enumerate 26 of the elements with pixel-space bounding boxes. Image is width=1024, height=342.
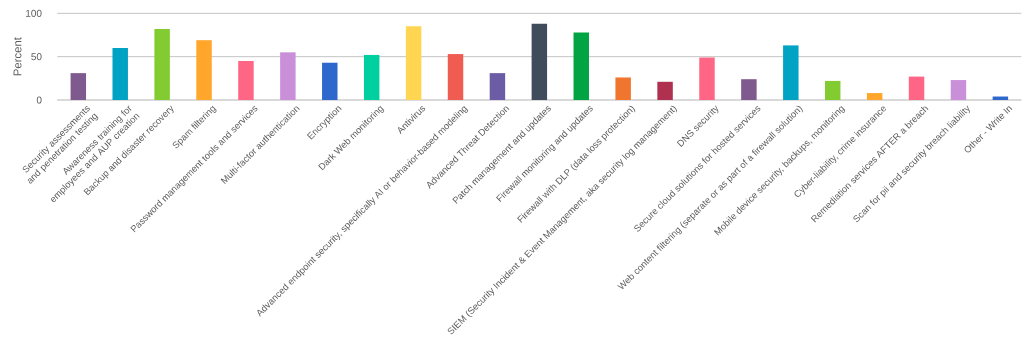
bar [741,79,757,100]
bar [531,23,548,100]
bar [70,73,87,100]
bar [405,26,422,100]
y-tick-label: 50 [31,53,42,61]
bar [699,57,715,100]
y-axis-title: Percent [13,37,22,76]
bar [363,54,380,100]
bar [112,48,128,100]
bar [908,76,925,100]
bar [824,80,841,100]
bar [950,80,967,100]
bar [866,93,883,100]
bar [489,73,506,100]
bar [615,77,631,100]
bar [783,45,799,100]
bar [154,28,170,100]
bar [657,81,673,100]
bar [573,32,589,100]
bar [322,62,338,100]
bar [280,52,296,100]
bar [238,61,254,100]
bar [196,40,212,100]
y-tick-label: 100 [26,9,42,17]
y-tick-label: 0 [36,96,42,104]
bar [447,54,464,100]
